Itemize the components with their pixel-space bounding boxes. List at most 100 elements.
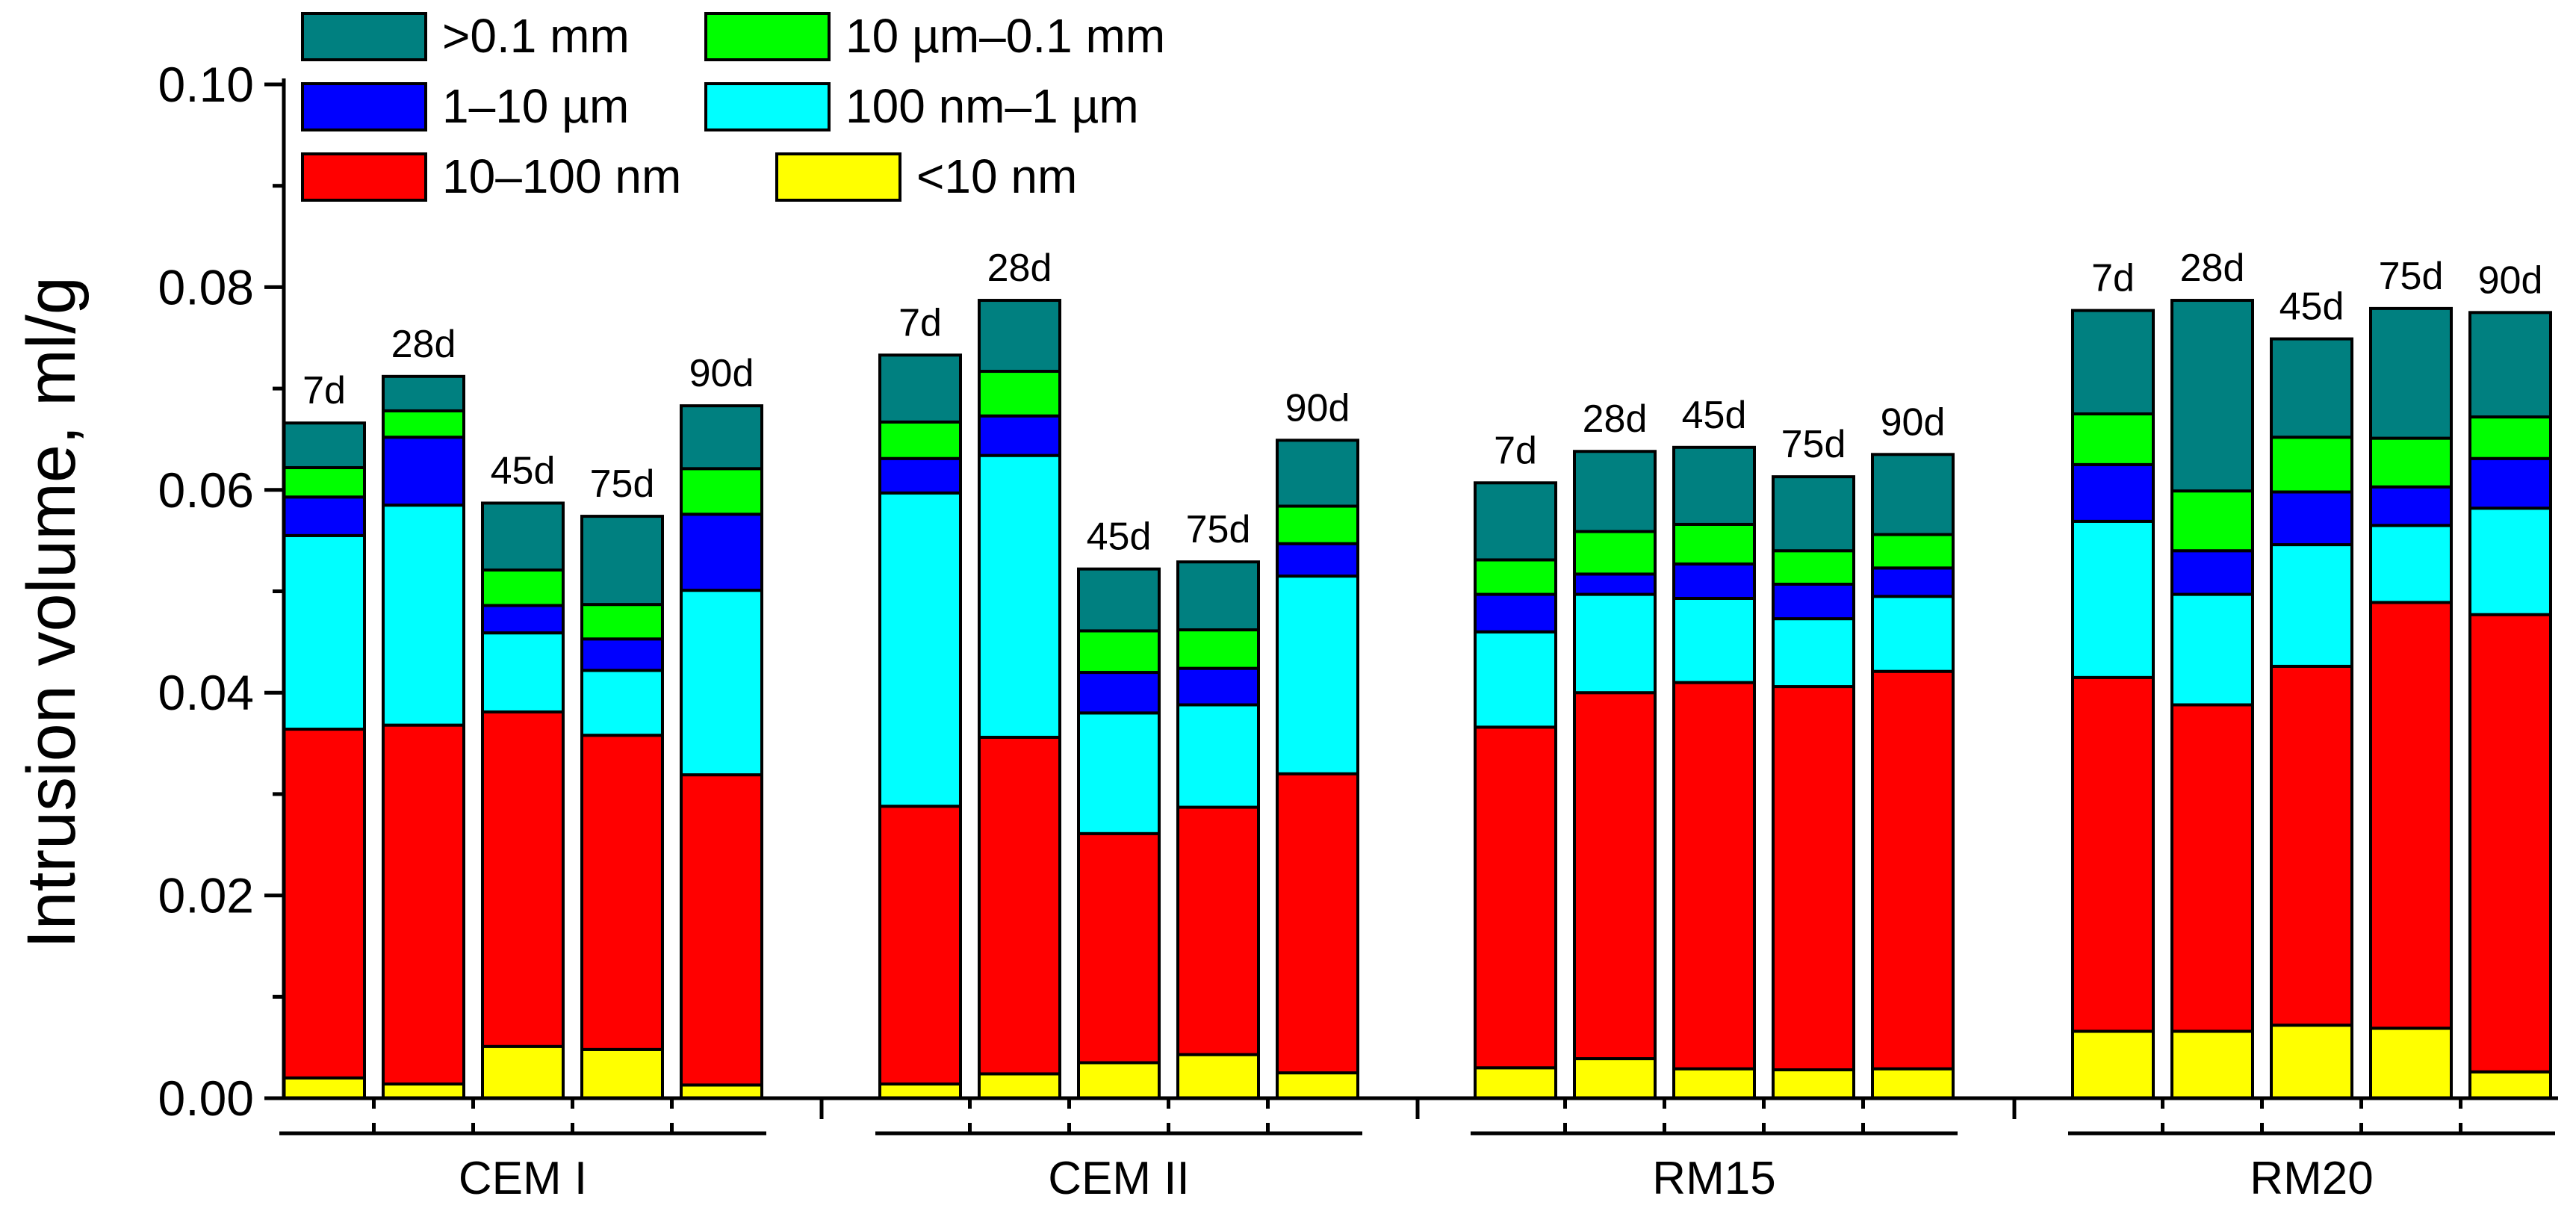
bar-age-label: 75d (1186, 508, 1251, 551)
bar-segment (878, 491, 962, 808)
bar-segment (1672, 562, 1756, 600)
bar-segment (382, 436, 465, 507)
bar-segment (680, 589, 763, 777)
bar-segment (1077, 711, 1161, 835)
bar-segment (2468, 507, 2552, 616)
bar-segment (1573, 592, 1657, 695)
bar-segment (1672, 596, 1756, 684)
y-tick-label: 0.06 (158, 462, 254, 518)
bar-age-label: 45d (1087, 515, 1152, 559)
x-group-label: RM20 (2250, 1153, 2373, 1204)
bar-segment (382, 723, 465, 1086)
bar-segment (978, 370, 1061, 418)
bar-segment (481, 501, 565, 572)
bar-segment (878, 1083, 962, 1100)
bar-age-label: 75d (1781, 423, 1846, 466)
bar-segment (878, 805, 962, 1086)
bar-segment (2270, 1023, 2353, 1100)
y-axis-label: Intrusion volume, ml/g (13, 276, 90, 949)
bar-segment (580, 1047, 664, 1100)
bar-segment (1276, 439, 1359, 508)
bar-segment (1276, 542, 1359, 578)
bar-age-label: 7d (2091, 257, 2135, 300)
bar-segment (1772, 617, 1855, 689)
bar-segment (1077, 567, 1161, 633)
bar-segment (382, 1083, 465, 1100)
bar-segment (1474, 1066, 1557, 1100)
bar-segment (878, 353, 962, 424)
bar-segment (2468, 456, 2552, 510)
y-tick-label: 0.08 (158, 259, 254, 315)
bar-segment (2071, 675, 2155, 1033)
legend-label: <10 nm (916, 149, 1077, 203)
bar-labels-layer: 7d 28d 45d 75d 90d 7d 28d 45d 75d 90d 7d 28d 45d 75d 9… (302, 247, 2542, 559)
bar-segment (2170, 489, 2254, 553)
legend-swatch (704, 12, 831, 61)
legend-swatch (301, 12, 427, 61)
bar-segment (1474, 558, 1557, 596)
bar-segment (1176, 628, 1260, 670)
bar-segment (2468, 415, 2552, 460)
bar-segment (1573, 691, 1657, 1061)
bar-segment (1772, 475, 1855, 553)
bar-age-label: 45d (491, 449, 556, 492)
bar-segment (382, 504, 465, 727)
bar-age-label: 28d (2180, 247, 2245, 290)
bar-segment (1474, 592, 1557, 634)
x-group-label: CEM I (459, 1153, 587, 1204)
bar-segment (2270, 664, 2353, 1027)
bar-segment (1474, 481, 1557, 562)
bar-segment (1871, 669, 1955, 1071)
bar-segment (282, 465, 366, 499)
bar-segment (1276, 1071, 1359, 1100)
bars-layer (282, 299, 2552, 1100)
bar-segment (1672, 1067, 1756, 1100)
bar-age-label: 7d (899, 301, 942, 344)
bar-age-label: 7d (1494, 429, 1537, 472)
bar-age-label: 90d (1881, 400, 1946, 444)
bar-segment (2270, 490, 2353, 547)
bar-segment (580, 734, 664, 1051)
legend-swatch (775, 152, 901, 202)
bar-segment (481, 569, 565, 607)
bar-segment (1176, 1053, 1260, 1100)
legend-swatch (301, 82, 427, 131)
bar-segment (481, 631, 565, 713)
bar-segment (580, 669, 664, 737)
y-tick-label: 0.02 (158, 868, 254, 923)
bar-segment (1772, 549, 1855, 586)
legend-label: 10 µm–0.1 mm (845, 9, 1165, 63)
bar-segment (2270, 543, 2353, 668)
bar-age-label: 90d (2478, 258, 2543, 302)
bar-segment (978, 453, 1061, 739)
bar-segment (978, 1072, 1061, 1100)
bar-segment (1276, 772, 1359, 1075)
bar-segment (1573, 1057, 1657, 1100)
bar-segment (680, 1083, 763, 1100)
bar-segment (978, 735, 1061, 1076)
bar-segment (1871, 533, 1955, 570)
bar-segment (1573, 572, 1657, 596)
bar-segment (2071, 519, 2155, 679)
legend-label: 10–100 nm (442, 149, 681, 203)
bar-segment (1176, 666, 1260, 707)
bar-segment (2170, 549, 2254, 596)
bar-age-label: 28d (987, 247, 1052, 290)
bar-segment (2369, 1026, 2453, 1100)
bar-segment (2468, 311, 2552, 419)
bar-segment (1176, 703, 1260, 809)
bar-segment (1077, 1061, 1161, 1100)
bar-segment (1573, 530, 1657, 576)
bar-segment (2071, 462, 2155, 523)
legend-swatch (704, 82, 831, 131)
legend-label: 100 nm–1 µm (845, 79, 1139, 133)
bar-age-label: 90d (689, 352, 754, 395)
bar-segment (680, 773, 763, 1087)
bar-segment (382, 374, 465, 412)
y-tick-label: 0.04 (158, 665, 254, 720)
bar-segment (1672, 445, 1756, 526)
bar-segment (282, 1076, 366, 1100)
bar-segment (2071, 1029, 2155, 1100)
bar-segment (1871, 1067, 1955, 1100)
bar-segment (2369, 524, 2453, 604)
